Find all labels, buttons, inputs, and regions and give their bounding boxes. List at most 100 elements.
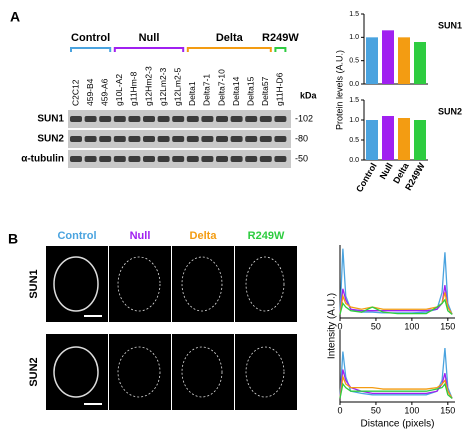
blot-band xyxy=(70,156,82,162)
profile-line xyxy=(339,248,453,315)
blot-band xyxy=(84,116,97,122)
lane-label: Delta14 xyxy=(231,76,241,106)
profile-line xyxy=(339,292,453,315)
column-label: Delta xyxy=(190,230,218,242)
blot-band xyxy=(128,136,141,142)
group-bracket xyxy=(70,47,112,52)
lane-label: g11Hm-8 xyxy=(129,71,139,106)
micrograph xyxy=(235,334,297,410)
blot-band xyxy=(172,116,185,122)
y-axis-label: Intensity (A.U.) xyxy=(327,293,338,359)
lane-label: g11H-D6 xyxy=(275,72,285,106)
micrograph xyxy=(109,246,171,322)
lane-label: C2C12 xyxy=(70,79,80,106)
bar xyxy=(414,120,426,160)
blot-band xyxy=(245,116,258,122)
column-label: Control xyxy=(57,230,96,242)
lane-label: Delta7-10 xyxy=(216,69,226,106)
group-label: Delta xyxy=(216,32,244,44)
profile-line xyxy=(339,382,453,399)
blot-band xyxy=(245,156,258,162)
blot-band xyxy=(216,116,228,122)
blot-band xyxy=(230,156,243,162)
y-tick-label: 1.0 xyxy=(349,34,359,41)
group-bracket xyxy=(186,47,272,52)
blot-band xyxy=(84,136,97,142)
x-tick-label: 150 xyxy=(440,321,455,331)
blot-band xyxy=(216,156,228,162)
blot-band xyxy=(216,136,228,142)
blot-band xyxy=(99,136,112,142)
row-label: SUN1 xyxy=(28,269,40,298)
profile-line xyxy=(339,298,453,315)
blot-band xyxy=(201,156,214,162)
nucleus-outline xyxy=(181,346,223,398)
blot-band xyxy=(99,116,112,122)
lane-label: Delta1 xyxy=(187,81,197,106)
lane-label: g12Hm2-3 xyxy=(143,66,153,106)
nucleus-outline xyxy=(245,256,285,312)
column-label: Null xyxy=(130,230,151,242)
blot-band xyxy=(157,136,170,142)
lane-label: 459-B4 xyxy=(85,78,95,106)
group-bracket xyxy=(113,47,185,52)
bar xyxy=(398,37,410,84)
bar xyxy=(414,42,426,84)
bar xyxy=(366,37,378,84)
y-tick-label: 0.0 xyxy=(349,81,359,88)
x-tick-label: 50 xyxy=(371,405,381,415)
lane-label: g10L-A2 xyxy=(114,74,124,106)
x-tick-label: 100 xyxy=(404,321,419,331)
blot-band xyxy=(259,136,272,142)
x-tick-label: 150 xyxy=(440,405,455,415)
micrograph xyxy=(235,246,297,322)
blot-band xyxy=(245,136,258,142)
blot-band xyxy=(99,156,112,162)
kda-value: -50 xyxy=(295,153,308,163)
nucleus-outline xyxy=(117,256,161,312)
bar xyxy=(382,116,394,160)
y-tick-label: 1.5 xyxy=(349,11,359,18)
y-tick-label: 1.5 xyxy=(349,97,359,104)
group-bracket xyxy=(274,47,287,52)
blot-band xyxy=(186,136,199,142)
blot-band xyxy=(143,156,155,162)
lane-label: Delta7-1 xyxy=(202,74,212,106)
blot-band xyxy=(128,116,141,122)
nucleus-outline xyxy=(245,346,285,398)
blot-band xyxy=(201,116,214,122)
x-tick-label: Control xyxy=(354,161,379,194)
group-label: Null xyxy=(139,32,160,44)
blot-band xyxy=(274,156,287,162)
blot-band xyxy=(230,136,243,142)
blot-band xyxy=(186,156,199,162)
row-label: SUN2 xyxy=(37,134,64,145)
panel-label: B xyxy=(8,231,18,247)
profile-line xyxy=(339,285,453,315)
blot-band xyxy=(259,156,272,162)
blot-band xyxy=(172,136,185,142)
blot-band xyxy=(230,116,243,122)
blot-band xyxy=(201,136,214,142)
lane-label: Delta57 xyxy=(260,76,270,106)
x-tick-label: 0 xyxy=(337,405,342,415)
profile-line xyxy=(339,369,453,399)
blot-band xyxy=(113,116,126,122)
bar xyxy=(382,30,394,84)
blot-band xyxy=(128,156,141,162)
y-axis-label: Protein levels (A.U.) xyxy=(334,50,344,130)
nucleus-outline xyxy=(117,346,161,398)
row-label: SUN1 xyxy=(37,114,64,125)
blot-band xyxy=(70,136,82,142)
lane-label: g12Lm2-3 xyxy=(158,67,168,106)
chart-title: SUN2 xyxy=(438,106,462,116)
y-tick-label: 1.0 xyxy=(349,117,359,124)
y-tick-label: 0.5 xyxy=(349,58,359,65)
x-axis-label: Distance (pixels) xyxy=(361,419,435,430)
column-label: R249W xyxy=(248,230,285,242)
x-tick-label: 100 xyxy=(404,405,419,415)
blot-band xyxy=(143,116,155,122)
blot-band xyxy=(186,116,199,122)
nucleus-outline xyxy=(53,346,99,398)
blot-band xyxy=(113,156,126,162)
